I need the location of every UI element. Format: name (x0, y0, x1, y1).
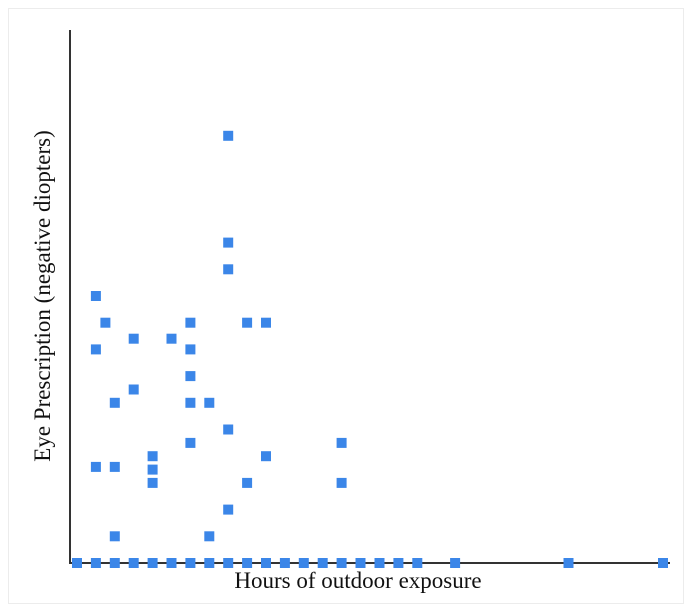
chart-frame (8, 8, 684, 604)
scatter-point (450, 558, 461, 568)
data-points (72, 130, 668, 568)
scatter-point (242, 477, 253, 488)
scatter-point (147, 477, 158, 488)
scatter-point (223, 264, 234, 275)
scatter-point (336, 477, 347, 488)
scatter-point (109, 558, 120, 568)
scatter-point (204, 397, 215, 408)
scatter-point (109, 461, 120, 472)
scatter-point (90, 558, 101, 568)
scatter-point (185, 397, 196, 408)
scatter-point (658, 558, 668, 568)
scatter-point (223, 237, 234, 248)
scatter-point (147, 451, 158, 462)
scatter-point (374, 558, 385, 568)
scatter-point (223, 504, 234, 515)
scatter-point (412, 558, 423, 568)
scatter-point (223, 558, 234, 568)
scatter-point (147, 558, 158, 568)
scatter-point (109, 397, 120, 408)
scatter-point (185, 317, 196, 328)
scatter-point (355, 558, 366, 568)
scatter-point (336, 558, 347, 568)
x-axis-label: Hours of outdoor exposure (234, 568, 481, 593)
scatter-point (90, 291, 101, 301)
scatter-point (185, 437, 196, 448)
scatter-point (147, 464, 158, 475)
scatter-point (279, 558, 290, 568)
scatter-point (90, 461, 101, 472)
scatter-point (204, 558, 215, 568)
scatter-point (100, 317, 111, 328)
y-axis-label: Eye Prescription (negative diopters) (30, 130, 55, 461)
scatter-point (563, 558, 574, 568)
scatter-point (242, 558, 253, 568)
scatter-point (261, 317, 271, 328)
scatter-point (109, 531, 120, 542)
scatter-point (185, 371, 196, 382)
scatter-point (72, 558, 82, 568)
scatter-point (261, 558, 271, 568)
scatter-point (204, 531, 215, 542)
scatter-point (90, 344, 101, 355)
scatter-point (393, 558, 404, 568)
scatter-point (317, 558, 328, 568)
scatter-point (261, 451, 271, 462)
scatter-point (128, 558, 139, 568)
scatter-point (166, 558, 177, 568)
scatter-point (128, 384, 139, 395)
scatter-point (128, 333, 139, 344)
scatter-point (336, 437, 347, 448)
scatter-point (242, 317, 253, 328)
scatter-point (166, 333, 177, 344)
scatter-point (298, 558, 309, 568)
scatter-point (185, 344, 196, 355)
scatter-point (223, 130, 234, 141)
scatter-point (185, 558, 196, 568)
scatter-point (223, 424, 234, 435)
